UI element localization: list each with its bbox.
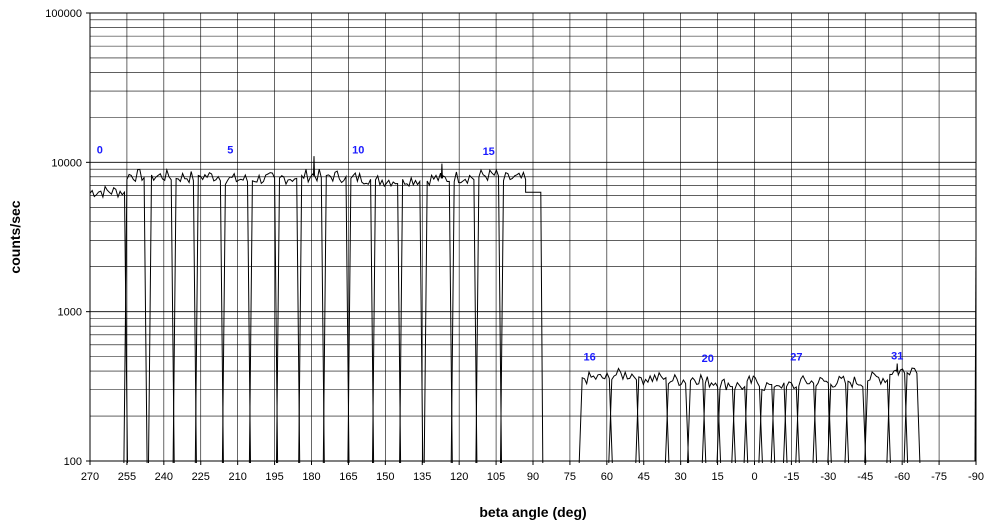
series-segment bbox=[276, 175, 301, 464]
x-tick-label: 165 bbox=[339, 471, 357, 483]
series-segment bbox=[731, 381, 749, 464]
series-segment bbox=[795, 374, 818, 464]
series-segment bbox=[716, 378, 736, 464]
series-segment bbox=[903, 367, 921, 464]
y-tick-label: 10000 bbox=[51, 157, 82, 169]
x-tick-label: -75 bbox=[931, 471, 947, 483]
x-tick-label: 240 bbox=[155, 471, 173, 483]
x-tick-label: -30 bbox=[820, 471, 836, 483]
detector-label: 10 bbox=[352, 144, 364, 156]
series-segment bbox=[399, 175, 424, 464]
detector-label: 20 bbox=[702, 353, 714, 365]
x-tick-label: 15 bbox=[711, 471, 723, 483]
series-segment bbox=[89, 185, 128, 464]
y-axis-title: counts/sec bbox=[7, 200, 23, 273]
detector-label: 31 bbox=[891, 350, 903, 362]
series-segment bbox=[812, 376, 832, 464]
x-tick-label: 120 bbox=[450, 471, 468, 483]
x-axis-title: beta angle (deg) bbox=[479, 504, 586, 520]
plot-area bbox=[89, 156, 977, 464]
series-segment bbox=[298, 156, 325, 464]
series-segment bbox=[743, 374, 763, 464]
series-segment bbox=[123, 168, 148, 464]
y-tick-label: 1000 bbox=[58, 307, 82, 319]
x-tick-label: 0 bbox=[751, 471, 757, 483]
x-tick-label: -60 bbox=[894, 471, 910, 483]
series-segment bbox=[608, 367, 640, 464]
plot-border bbox=[89, 12, 977, 462]
series-segment bbox=[864, 371, 891, 464]
series-segment bbox=[687, 373, 707, 464]
series-segment bbox=[827, 375, 850, 464]
series-segment bbox=[886, 363, 909, 464]
series-segment bbox=[148, 168, 175, 464]
x-tick-label: 45 bbox=[638, 471, 650, 483]
x-tick-label: 210 bbox=[228, 471, 246, 483]
x-tick-label: 270 bbox=[81, 471, 99, 483]
series-segment bbox=[194, 171, 224, 464]
series-segment bbox=[450, 171, 478, 464]
x-tick-label: 180 bbox=[302, 471, 320, 483]
series-segment bbox=[701, 376, 722, 464]
x-tick-label: 60 bbox=[601, 471, 613, 483]
x-tick-label: 195 bbox=[265, 471, 283, 483]
detector-label: 27 bbox=[790, 352, 802, 364]
axes: 270 255 240 225 210 195 180 165 150 135 120 105 90 75… bbox=[45, 8, 984, 483]
series-segment bbox=[770, 382, 788, 464]
series-segment bbox=[758, 381, 776, 464]
x-tick-label: 75 bbox=[564, 471, 576, 483]
x-tick-label: -15 bbox=[783, 471, 799, 483]
detector-labels: 0 5 10 15 16 20 27 31 bbox=[97, 144, 904, 365]
x-tick-label: 105 bbox=[487, 471, 505, 483]
series-segment bbox=[635, 371, 670, 464]
series-segment bbox=[172, 171, 197, 464]
series-segment bbox=[783, 381, 800, 464]
series-segment bbox=[475, 168, 502, 464]
series-segment bbox=[372, 174, 402, 464]
x-tick-label: 150 bbox=[376, 471, 394, 483]
detector-label: 5 bbox=[227, 144, 233, 156]
x-tick-label: 30 bbox=[675, 471, 687, 483]
series-segment bbox=[578, 370, 613, 464]
x-tick-label: 255 bbox=[118, 471, 136, 483]
x-tick-label: 90 bbox=[527, 471, 539, 483]
x-tick-label: -45 bbox=[857, 471, 873, 483]
detector-label: 15 bbox=[483, 146, 495, 158]
y-tick-label: 100 bbox=[64, 456, 82, 468]
series-segment bbox=[664, 373, 690, 464]
series-segment bbox=[844, 376, 867, 464]
series-segment bbox=[423, 163, 453, 464]
detector-label: 0 bbox=[97, 144, 103, 156]
y-tick-label: 100000 bbox=[45, 8, 82, 20]
series-segment bbox=[248, 172, 279, 464]
series-segment bbox=[500, 170, 544, 464]
detector-label: 16 bbox=[583, 352, 595, 364]
series-segment bbox=[221, 172, 251, 464]
series-segment bbox=[347, 171, 375, 464]
series-segment bbox=[322, 170, 350, 464]
x-tick-label: 135 bbox=[413, 471, 431, 483]
x-tick-label: -90 bbox=[968, 471, 984, 483]
x-tick-label: 225 bbox=[192, 471, 210, 483]
